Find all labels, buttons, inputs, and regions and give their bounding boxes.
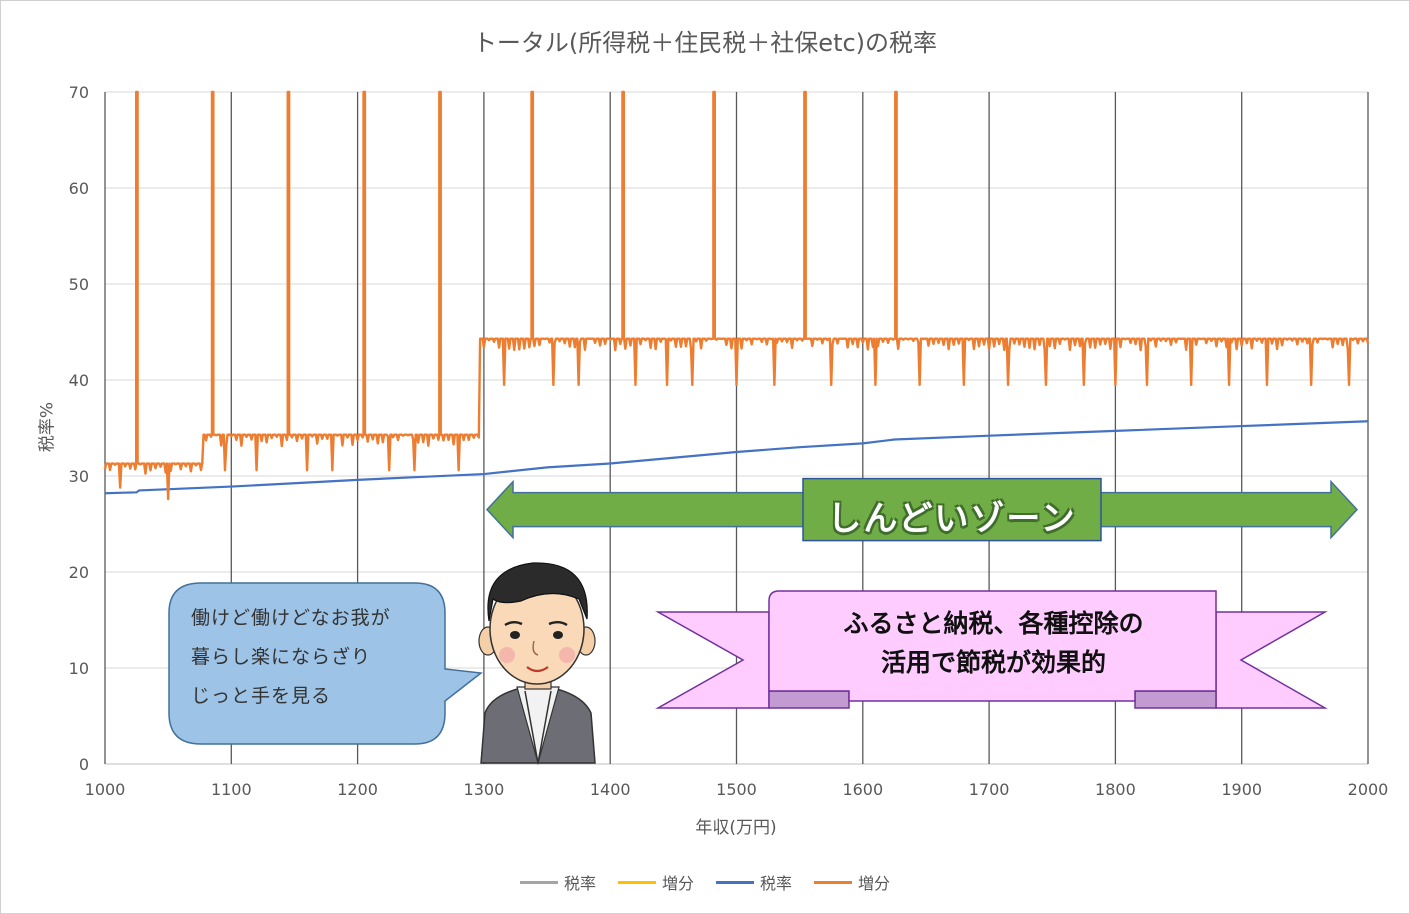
legend-item[interactable]: 増分 xyxy=(617,870,694,894)
series-line-increment xyxy=(103,90,1370,501)
right-eye xyxy=(553,631,563,639)
left-eyebrow xyxy=(504,621,523,627)
nose xyxy=(532,640,539,656)
x-tick-label: 1800 xyxy=(1095,780,1136,799)
x-tick-label: 1300 xyxy=(464,780,505,799)
x-tick-label: 1200 xyxy=(337,780,378,799)
bubble-line: 暮らし楽にならざり xyxy=(191,646,372,668)
left-cheek xyxy=(499,647,515,663)
banner-line: 活用で節税が効果的 xyxy=(880,648,1106,677)
y-tick-label: 40 xyxy=(69,371,89,390)
y-tick-label: 10 xyxy=(69,659,89,678)
x-axis-title: 年収(万円) xyxy=(695,818,777,838)
banner-left-fold xyxy=(768,690,850,709)
y-tick-label: 50 xyxy=(69,275,89,294)
right-cheek xyxy=(559,647,575,663)
bubble-line: じっと手を見る xyxy=(191,685,332,707)
man-illustration xyxy=(478,562,596,766)
zone-label: しんどいゾーン xyxy=(827,499,1077,539)
legend: 税率 増分 税率 増分 xyxy=(1,870,1409,894)
series-line-tax-rate xyxy=(104,420,1369,495)
x-tick-label: 1700 xyxy=(969,780,1010,799)
bubble-line: 働けど働けどなお我が xyxy=(191,607,391,629)
legend-label: 税率 xyxy=(760,874,793,893)
hair xyxy=(487,562,588,622)
x-tick-label: 2000 xyxy=(1348,780,1389,799)
legend-item[interactable]: 税率 xyxy=(716,870,792,894)
banner-left-tail xyxy=(655,611,770,709)
x-tick-label: 1400 xyxy=(590,780,631,799)
chart-title: トータル(所得税＋住民税＋社保etc)の税率 xyxy=(472,29,938,57)
y-axis-title: 税率% xyxy=(37,401,58,453)
mouth xyxy=(526,666,549,673)
x-tick-label: 1600 xyxy=(842,780,883,799)
banner-right-fold xyxy=(1134,690,1217,709)
bubble-text: 働けど働けどなお我が 暮らし楽にならざり じっと手を見る xyxy=(191,599,391,716)
collar-line xyxy=(524,690,552,764)
y-tick-label: 60 xyxy=(69,179,89,198)
left-eye xyxy=(510,631,520,639)
banner-text: ふるさと納税、各種控除の 活用で節税が効果的 xyxy=(771,604,1216,682)
legend-swatch xyxy=(814,880,853,884)
x-tick-label: 1500 xyxy=(716,780,757,799)
legend-label: 税率 xyxy=(563,874,596,893)
legend-label: 増分 xyxy=(858,874,891,893)
speech-bubble xyxy=(168,582,483,745)
zone-label-box xyxy=(802,477,1102,542)
legend-label: 増分 xyxy=(661,874,694,893)
x-tick-label: 1100 xyxy=(211,780,252,799)
legend-item[interactable]: 税率 xyxy=(519,870,596,894)
x-tick-label: 1000 xyxy=(85,780,126,799)
legend-swatch xyxy=(617,880,656,884)
banner-body xyxy=(768,590,1217,702)
y-tick-label: 0 xyxy=(79,755,89,774)
right-eyebrow xyxy=(548,621,568,627)
legend-swatch xyxy=(519,880,558,884)
y-tick-label: 20 xyxy=(69,563,89,582)
legend-swatch xyxy=(716,880,754,884)
legend-item[interactable]: 増分 xyxy=(814,870,890,894)
banner-right-tail xyxy=(1215,611,1328,709)
banner-line: ふるさと納税、各種控除の xyxy=(843,609,1144,638)
y-tick-label: 70 xyxy=(69,83,89,102)
x-tick-label: 1900 xyxy=(1221,780,1262,799)
y-tick-label: 30 xyxy=(69,467,89,486)
